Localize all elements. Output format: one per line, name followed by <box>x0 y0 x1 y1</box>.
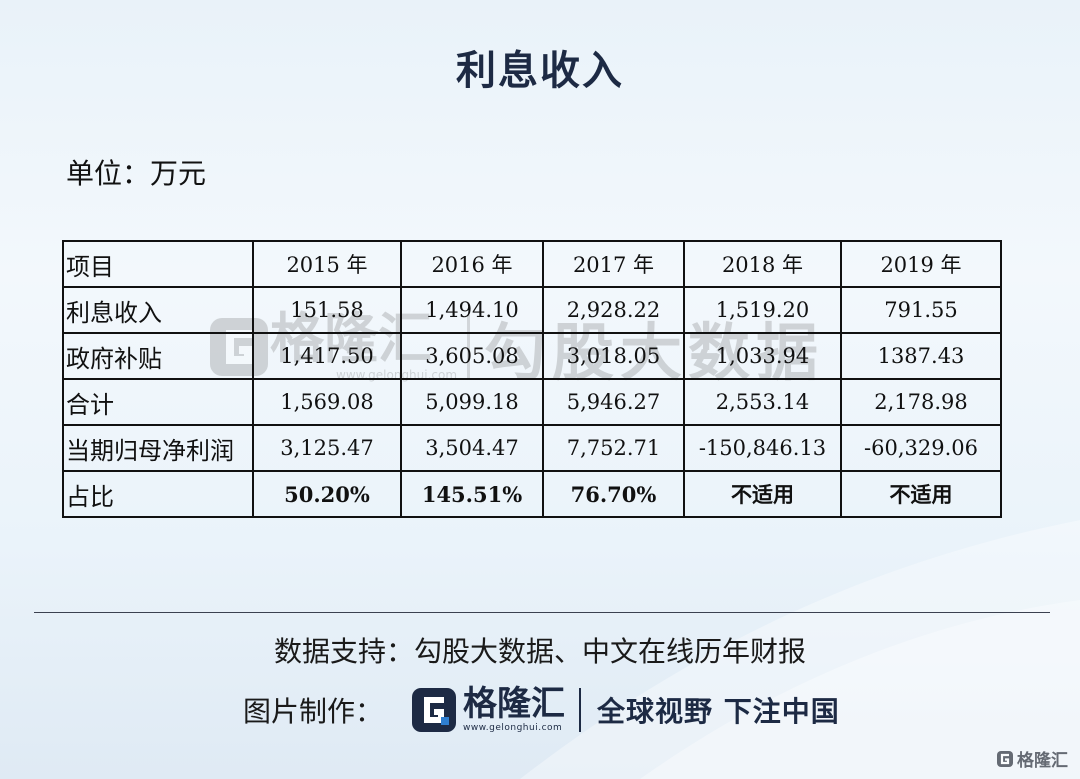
brand-url: www.gelonghui.com <box>463 722 563 733</box>
gelonghui-logo-icon <box>412 688 457 732</box>
table-row-government-subsidy: 政府补贴 1,417.50 3,605.08 3,018.05 1,033.94… <box>62 332 1002 380</box>
row-label: 占比 <box>62 470 254 518</box>
row-label: 利息收入 <box>62 286 254 334</box>
table-cell: 3,504.47 <box>400 424 544 472</box>
table-cell: -60,329.06 <box>840 424 1002 472</box>
table-cell: 3,605.08 <box>400 332 544 380</box>
table-cell: 1,494.10 <box>400 286 544 334</box>
page-title: 利息收入 <box>456 48 624 94</box>
brand-wordmark: 格隆汇 www.gelonghui.com <box>463 684 566 733</box>
header-cell-year: 2016 年 <box>400 240 544 288</box>
table-cell: 2,553.14 <box>683 378 842 426</box>
table-cell: 不适用 <box>840 470 1002 518</box>
data-source: 数据支持：勾股大数据、中文在线历年财报 <box>273 635 806 668</box>
unit-label: 单位：万元 <box>66 157 207 190</box>
table-cell: 76.70% <box>542 470 685 518</box>
table-cell: 3,018.05 <box>542 332 685 380</box>
corner-watermark: 格隆汇 <box>996 746 1068 771</box>
row-label: 政府补贴 <box>62 332 254 380</box>
table-cell: 1,417.50 <box>252 332 402 380</box>
header-cell-year: 2018 年 <box>683 240 842 288</box>
row-label: 合计 <box>62 378 254 426</box>
table-cell: 151.58 <box>252 286 402 334</box>
table-row-interest-income: 利息收入 151.58 1,494.10 2,928.22 1,519.20 7… <box>62 286 1002 334</box>
table-cell: 7,752.71 <box>542 424 685 472</box>
table-cell: 50.20% <box>252 470 402 518</box>
table-cell: 2,178.98 <box>840 378 1002 426</box>
table-row-total: 合计 1,569.08 5,099.18 5,946.27 2,553.14 2… <box>62 378 1002 426</box>
data-table: 项目 2015 年 2016 年 2017 年 2018 年 2019 年 利息… <box>62 240 1002 518</box>
table-cell: 5,099.18 <box>400 378 544 426</box>
header-cell-year: 2015 年 <box>252 240 402 288</box>
header-cell-year: 2019 年 <box>840 240 1002 288</box>
table-row-net-profit: 当期归母净利润 3,125.47 3,504.47 7,752.71 -150,… <box>62 424 1002 472</box>
corner-brand-name: 格隆汇 <box>1017 751 1068 771</box>
brand-slogan: 全球视野 下注中国 <box>597 695 840 728</box>
maker-credit: 图片制作： 格隆汇 www.gelonghui.com 全球视野 下注中国 <box>243 682 840 738</box>
gelonghui-corner-logo-icon <box>997 750 1013 767</box>
table-cell: 1,033.94 <box>683 332 842 380</box>
brand-name: 格隆汇 <box>463 684 566 725</box>
table-cell: 1,569.08 <box>252 378 402 426</box>
table-cell: 1387.43 <box>840 332 1002 380</box>
table-header-row: 项目 2015 年 2016 年 2017 年 2018 年 2019 年 <box>62 240 1002 288</box>
maker-label: 图片制作： <box>243 695 384 728</box>
table-row-ratio: 占比 50.20% 145.51% 76.70% 不适用 不适用 <box>62 470 1002 518</box>
table-cell: 不适用 <box>683 470 842 518</box>
brand-separator <box>579 688 582 732</box>
footer-divider <box>34 612 1050 613</box>
table-cell: 791.55 <box>840 286 1002 334</box>
table-cell: 5,946.27 <box>542 378 685 426</box>
header-cell-year: 2017 年 <box>542 240 685 288</box>
table-cell: -150,846.13 <box>683 424 842 472</box>
table-cell: 2,928.22 <box>542 286 685 334</box>
table-cell: 145.51% <box>400 470 544 518</box>
row-label: 当期归母净利润 <box>62 424 254 472</box>
table-cell: 3,125.47 <box>252 424 402 472</box>
table-cell: 1,519.20 <box>683 286 842 334</box>
header-cell-item: 项目 <box>62 240 254 288</box>
